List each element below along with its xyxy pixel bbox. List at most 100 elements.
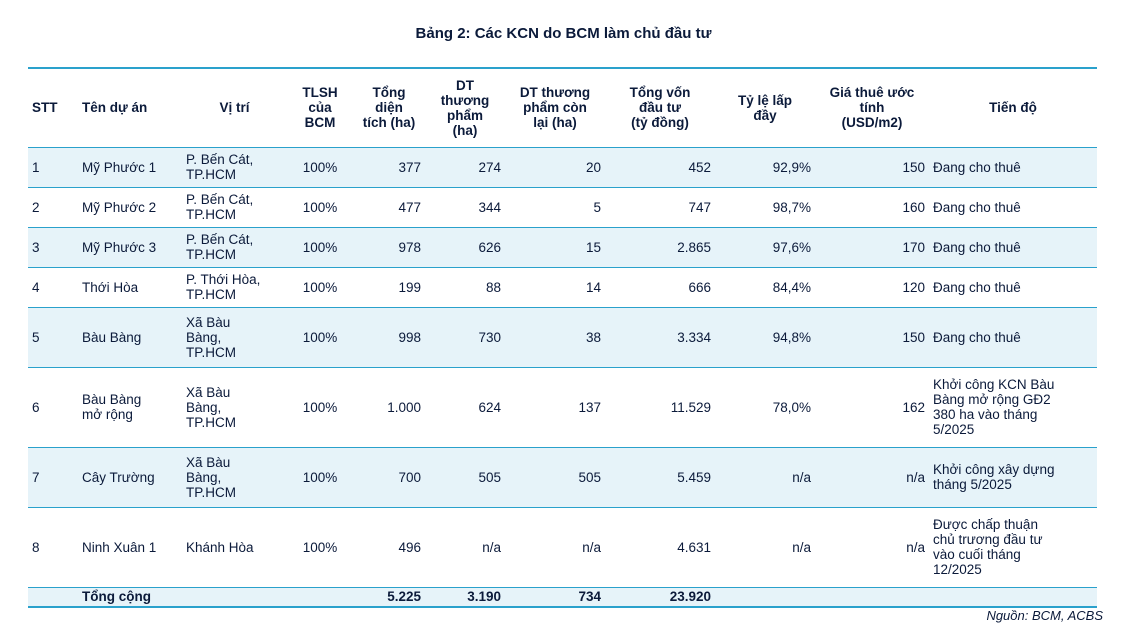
total-location (182, 586, 287, 608)
header-row: STT Tên dự án Vị trí TLSH của BCM Tổng diện tích… (28, 67, 1097, 147)
header-investment: Tổng vốn đầu tư (tỷ đồng) (605, 67, 715, 147)
cell-total-area: 998 (353, 306, 425, 367)
cell-location: P. Bến Cát, TP.HCM (182, 186, 287, 227)
header-project-name: Tên dự án (78, 67, 182, 147)
cell-project-name: Bàu Bàng (78, 306, 182, 367)
cell-progress: Đang cho thuê (929, 306, 1097, 367)
cell-ownership: 100% (287, 446, 353, 507)
cell-investment: 452 (605, 146, 715, 187)
cell-commercial-area: 626 (425, 226, 505, 267)
header-rent: Giá thuê ước tính (USD/m2) (815, 67, 929, 147)
cell-remaining-area: 137 (505, 366, 605, 447)
cell-commercial-area: n/a (425, 506, 505, 587)
cell-investment: 5.459 (605, 446, 715, 507)
cell-commercial-area: 344 (425, 186, 505, 227)
cell-total-area: 199 (353, 266, 425, 307)
cell-stt: 1 (28, 146, 78, 187)
header-location: Vị trí (182, 67, 287, 147)
cell-occupancy-rate: 94,8% (715, 306, 815, 367)
table-row: 1 Mỹ Phước 1 P. Bến Cát, TP.HCM 100% 377 274 20… (28, 146, 1097, 187)
cell-progress: Khởi công KCN Bàu Bàng mở rộng GĐ2 380 ha … (929, 366, 1097, 447)
cell-total-area: 496 (353, 506, 425, 587)
cell-stt: 3 (28, 226, 78, 267)
cell-rent: 162 (815, 366, 929, 447)
cell-occupancy-rate: n/a (715, 446, 815, 507)
table-row: 2 Mỹ Phước 2 P. Bến Cát, TP.HCM 100% 477 344 5 7… (28, 186, 1097, 227)
cell-stt: 4 (28, 266, 78, 307)
total-project-name: Tổng cộng (78, 586, 182, 608)
table-row: 4 Thới Hòa P. Thới Hòa, TP.HCM 100% 199 88 14 66… (28, 266, 1097, 307)
cell-location: Xã Bàu Bàng, TP.HCM (182, 446, 287, 507)
cell-rent: 160 (815, 186, 929, 227)
total-remaining-area: 734 (505, 586, 605, 608)
cell-location: Xã Bàu Bàng, TP.HCM (182, 306, 287, 367)
cell-stt: 5 (28, 306, 78, 367)
cell-stt: 2 (28, 186, 78, 227)
cell-project-name: Mỹ Phước 1 (78, 146, 182, 187)
cell-remaining-area: 505 (505, 446, 605, 507)
cell-total-area: 377 (353, 146, 425, 187)
cell-project-name: Thới Hòa (78, 266, 182, 307)
table-title: Bảng 2: Các KCN do BCM làm chủ đầu tư (415, 25, 712, 42)
cell-project-name: Ninh Xuân 1 (78, 506, 182, 587)
total-stt (28, 586, 78, 608)
source-note: Nguồn: BCM, ACBS (986, 608, 1103, 623)
kcn-table: STT Tên dự án Vị trí TLSH của BCM Tổng diện tích… (28, 67, 1097, 608)
total-rent (815, 586, 929, 608)
cell-rent: 120 (815, 266, 929, 307)
cell-project-name: Cây Trường (78, 446, 182, 507)
table-row: 6 Bàu Bàng mở rộng Xã Bàu Bàng, TP.HCM 100% 1.0… (28, 366, 1097, 447)
cell-ownership: 100% (287, 306, 353, 367)
cell-progress: Đang cho thuê (929, 146, 1097, 187)
cell-occupancy-rate: 78,0% (715, 366, 815, 447)
cell-investment: 2.865 (605, 226, 715, 267)
cell-ownership: 100% (287, 506, 353, 587)
table-row: 5 Bàu Bàng Xã Bàu Bàng, TP.HCM 100% 998 730 38 3.… (28, 306, 1097, 367)
total-row: Tổng cộng 5.225 3.190 734 23.920 (28, 586, 1097, 608)
cell-investment: 4.631 (605, 506, 715, 587)
cell-location: P. Bến Cát, TP.HCM (182, 226, 287, 267)
cell-location: Khánh Hòa (182, 506, 287, 587)
cell-stt: 6 (28, 366, 78, 447)
cell-progress: Đang cho thuê (929, 186, 1097, 227)
cell-occupancy-rate: 97,6% (715, 226, 815, 267)
cell-progress: Được chấp thuận chủ trương đầu tư vào cuối… (929, 506, 1097, 587)
cell-investment: 747 (605, 186, 715, 227)
cell-occupancy-rate: n/a (715, 506, 815, 587)
cell-stt: 7 (28, 446, 78, 507)
cell-rent: 150 (815, 146, 929, 187)
cell-progress: Đang cho thuê (929, 226, 1097, 267)
table-row: 8 Ninh Xuân 1 Khánh Hòa 100% 496 n/a n/a 4.631 n… (28, 506, 1097, 587)
cell-commercial-area: 624 (425, 366, 505, 447)
table-row: 7 Cây Trường Xã Bàu Bàng, TP.HCM 100% 700 505 50… (28, 446, 1097, 507)
total-commercial-area: 3.190 (425, 586, 505, 608)
total-investment: 23.920 (605, 586, 715, 608)
header-remaining-area: DT thương phẩm còn lại (ha) (505, 67, 605, 147)
header-progress: Tiến độ (929, 67, 1097, 147)
cell-ownership: 100% (287, 366, 353, 447)
header-total-area: Tổng diện tích (ha) (353, 67, 425, 147)
cell-project-name: Bàu Bàng mở rộng (78, 366, 182, 447)
cell-total-area: 477 (353, 186, 425, 227)
total-progress (929, 586, 1097, 608)
cell-project-name: Mỹ Phước 2 (78, 186, 182, 227)
cell-remaining-area: 14 (505, 266, 605, 307)
cell-ownership: 100% (287, 146, 353, 187)
cell-investment: 3.334 (605, 306, 715, 367)
cell-commercial-area: 274 (425, 146, 505, 187)
cell-stt: 8 (28, 506, 78, 587)
cell-progress: Đang cho thuê (929, 266, 1097, 307)
cell-remaining-area: 38 (505, 306, 605, 367)
cell-commercial-area: 730 (425, 306, 505, 367)
cell-total-area: 700 (353, 446, 425, 507)
header-commercial-area: DT thương phẩm (ha) (425, 67, 505, 147)
cell-occupancy-rate: 92,9% (715, 146, 815, 187)
cell-rent: n/a (815, 506, 929, 587)
cell-remaining-area: 20 (505, 146, 605, 187)
total-occupancy-rate (715, 586, 815, 608)
cell-remaining-area: n/a (505, 506, 605, 587)
cell-commercial-area: 88 (425, 266, 505, 307)
total-total-area: 5.225 (353, 586, 425, 608)
cell-occupancy-rate: 98,7% (715, 186, 815, 227)
cell-remaining-area: 15 (505, 226, 605, 267)
